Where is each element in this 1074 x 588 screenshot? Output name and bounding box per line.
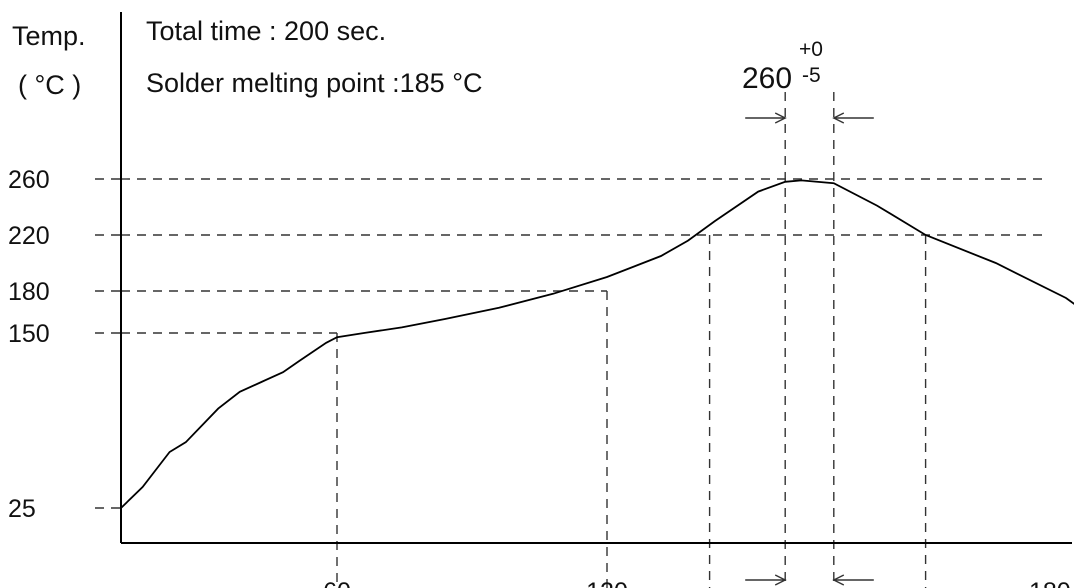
y-axis-unit: ( °C ) [18, 70, 81, 100]
y-tick-label-220: 220 [8, 222, 50, 250]
x-tick-label-60: 60 [323, 578, 351, 588]
chart-title: Total time : 200 sec. [146, 16, 386, 46]
temperature-curve-layer [120, 179, 1074, 509]
axes [120, 12, 1072, 544]
y-tick-label-25: 25 [8, 495, 36, 523]
peak-annotation-lower: -5 [802, 64, 821, 87]
top-arrow-right-head [832, 112, 845, 124]
y-tick-label-150: 150 [8, 320, 50, 348]
peak-annotation-upper: +0 [799, 38, 823, 61]
peak-window-arrows [745, 112, 874, 586]
y-tick-label-260: 260 [8, 166, 50, 194]
chart-subtitle: Solder melting point :185 °C [146, 68, 483, 98]
x-tick-label-120: 120 [586, 578, 628, 588]
tick-labels: 25 150 180 220 260 60 120 180 [8, 166, 1071, 588]
y-axis-label: Temp. [12, 21, 86, 51]
y-tick-label-180: 180 [8, 278, 50, 306]
peak-annotation-main: 260 [742, 62, 792, 95]
bottom-arrow-left-head [774, 574, 787, 586]
x-tick-label-180: 180 [1029, 578, 1071, 588]
temperature-curve [120, 179, 1074, 509]
bottom-arrow-right-head [832, 574, 845, 586]
top-arrow-left-head [774, 112, 787, 124]
dashed-guides [95, 92, 1048, 588]
